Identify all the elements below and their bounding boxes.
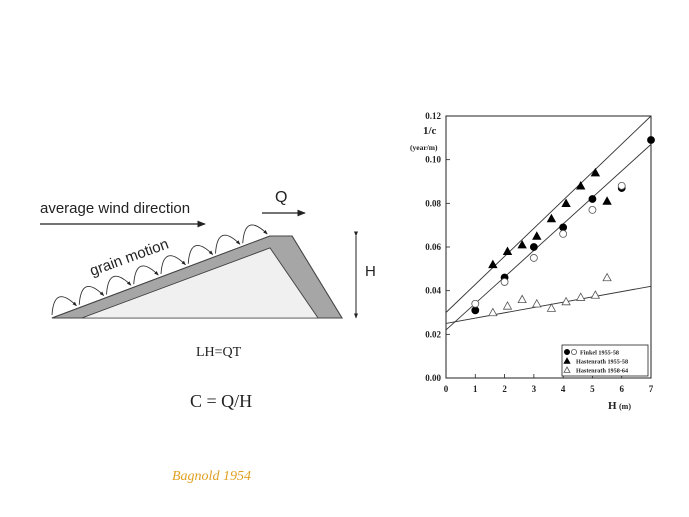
x-tick-label: 1 <box>473 384 478 394</box>
data-point <box>546 213 557 223</box>
data-point <box>590 167 601 177</box>
data-point <box>588 205 597 214</box>
y-tick-label: 0.12 <box>425 111 441 121</box>
grain-hop-arrow <box>78 286 105 305</box>
y-axis: 0.00 0.02 0.04 0.06 0.08 0.10 0.12 <box>425 111 450 383</box>
data-point <box>471 299 480 308</box>
y-tick-label: 0.10 <box>425 155 441 165</box>
x-tick-label: 3 <box>532 384 537 394</box>
data-point <box>576 181 586 190</box>
grain-hop-arrow <box>133 265 159 285</box>
y-tick-label: 0.02 <box>425 329 441 339</box>
y-tick-label: 0.04 <box>425 286 441 296</box>
x-axis: 0 1 2 3 4 5 6 7 <box>444 374 654 394</box>
legend-label: Hastenrath 1955-58 <box>576 359 628 366</box>
x-tick-label: 6 <box>619 384 624 394</box>
grain-motion-label: grain motion <box>88 236 171 280</box>
y-tick-label: 0.08 <box>425 198 441 208</box>
equation-lh: LH=QT <box>196 345 242 360</box>
legend-label: Finkel 1955-58 <box>580 350 619 357</box>
grain-hop-arrow <box>187 245 214 264</box>
grain-hop-arrow <box>160 255 186 275</box>
legend-label: Hastenrath 1958-64 <box>576 368 628 375</box>
citation: Bagnold 1954 <box>172 469 251 484</box>
data-point <box>502 246 513 255</box>
plot-frame <box>445 115 652 379</box>
data-point <box>617 181 626 190</box>
grain-hop-arrow <box>106 275 132 295</box>
fit-line <box>445 285 652 324</box>
data-point <box>602 196 612 205</box>
data-point <box>517 239 527 249</box>
data-point <box>502 301 513 310</box>
data-point <box>488 307 498 317</box>
x-tick-label: 7 <box>649 384 654 394</box>
y-tick-label: 0.00 <box>425 373 441 383</box>
x-tick-label: 2 <box>502 384 507 394</box>
grain-hop-arrow <box>242 224 268 244</box>
data-point <box>563 357 571 364</box>
fit-line <box>445 115 652 313</box>
grain-hops <box>51 224 268 316</box>
data-point <box>532 231 542 240</box>
data-point <box>488 259 498 269</box>
data-point <box>546 303 557 312</box>
wind-direction-label: average wind direction <box>40 200 190 217</box>
data-point <box>559 229 568 238</box>
scatter-chart: 0.00 0.02 0.04 0.06 0.08 0.10 0.12 0 1 2 3 4 5 6 7 1/… <box>410 111 655 412</box>
q-label: Q <box>275 189 287 206</box>
x-tick-label: 5 <box>590 384 595 394</box>
data-point <box>561 296 571 306</box>
dune-diagram: average wind direction Q grain motion H … <box>40 189 376 484</box>
data-point <box>559 223 568 232</box>
data-point <box>647 136 655 144</box>
data-point <box>500 278 509 286</box>
fit-line <box>445 144 652 331</box>
data-point <box>588 195 597 203</box>
grain-hop-arrow <box>215 234 241 254</box>
data-point <box>471 306 480 315</box>
data-point <box>532 298 542 308</box>
data-point <box>563 366 571 373</box>
x-axis-title: H <box>608 400 617 412</box>
data-point <box>561 198 571 207</box>
data-point <box>564 348 571 355</box>
data-point <box>590 290 601 299</box>
data-point <box>571 348 578 355</box>
grain-hop-arrow <box>51 296 77 316</box>
x-axis-unit: (m) <box>619 402 631 411</box>
data-point <box>529 243 538 251</box>
y-tick-label: 0.06 <box>425 242 441 252</box>
x-tick-label: 4 <box>561 384 566 394</box>
y-axis-unit: (year/m) <box>410 143 438 152</box>
equation-c: C = Q/H <box>190 391 252 411</box>
fit-lines <box>445 115 652 331</box>
chart-legend: Finkel 1955-58 Hastenrath 1955-58 Hastenra… <box>561 344 649 377</box>
h-label: H <box>365 263 376 280</box>
data-point <box>517 294 527 304</box>
y-axis-title: 1/c <box>423 125 437 137</box>
data-point <box>602 272 612 282</box>
data-point <box>576 292 586 301</box>
x-tick-label: 0 <box>444 384 449 394</box>
dune-interior <box>81 247 319 319</box>
data-points <box>471 136 655 317</box>
data-point <box>529 254 538 262</box>
